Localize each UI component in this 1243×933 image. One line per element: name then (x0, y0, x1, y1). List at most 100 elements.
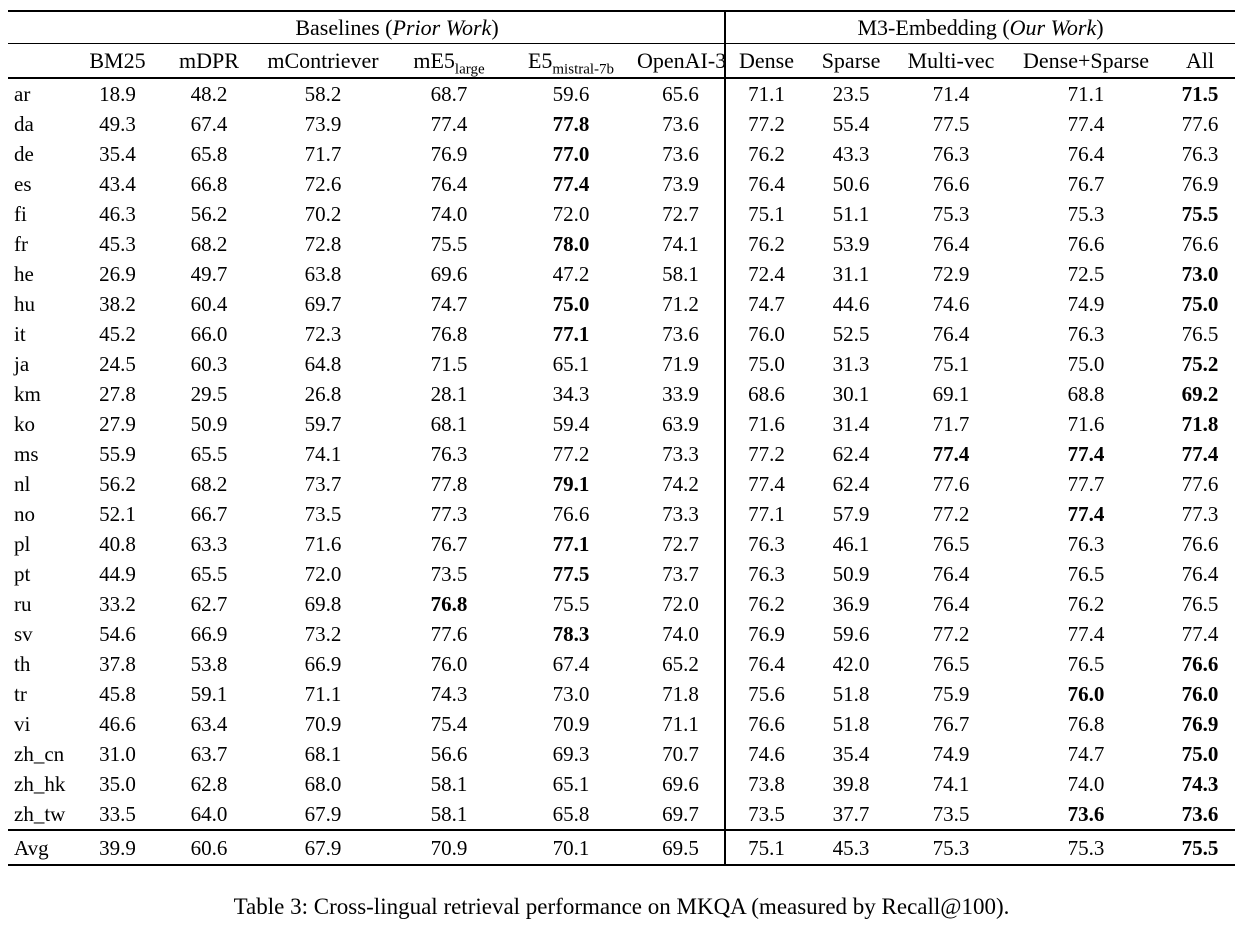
table-row-he: he 26.9 49.7 63.8 69.6 47.2 58.1 72.4 31.1 72.9 72… (8, 259, 1235, 289)
value-cell: 76.5 (932, 532, 970, 556)
value-cell: 65.6 (662, 82, 699, 106)
column-header-row: BM25 mDPR mContriever mE5large E5mistral-7b O… (8, 43, 1236, 79)
value-cell: 69.7 (662, 802, 699, 826)
value-cell: 65.5 (190, 562, 228, 586)
value-cell: 76.3 (932, 142, 970, 166)
group-header-row: Baselines (Prior Work) M3-Embedding (Our… (8, 11, 1236, 44)
table-row-km: km 27.8 29.5 26.8 28.1 34.3 33.9 68.6 30.1 69.1 68… (8, 379, 1235, 409)
value-cell: 76.6 (1181, 532, 1219, 556)
value-cell: 31.0 (99, 742, 136, 766)
value-cell: 73.0 (1181, 262, 1219, 286)
table-body: ar 18.9 48.2 58.2 68.7 59.6 65.6 71.1 23.5 71.4 71… (8, 78, 1235, 830)
value-cell: 75.2 (1181, 352, 1219, 376)
table-row-pl: pl 40.8 63.3 71.6 76.7 77.1 72.7 76.3 46.1 76.5 76… (8, 529, 1235, 559)
value-cell: 46.1 (832, 532, 870, 556)
value-cell: 50.6 (832, 172, 870, 196)
value-cell: 43.4 (99, 172, 136, 196)
value-cell: 79.1 (552, 472, 590, 496)
value-cell: 76.8 (1067, 712, 1105, 736)
table-row-hu: hu 38.2 60.4 69.7 74.7 75.0 71.2 74.7 44.6 74.6 74… (8, 289, 1235, 319)
value-cell: 75.0 (1181, 742, 1219, 766)
column-header-e5mistral-7b: E5mistral-7b (505, 43, 637, 79)
value-cell: 27.9 (99, 412, 136, 436)
value-cell: 71.9 (662, 352, 699, 376)
value-cell: 67.4 (190, 112, 228, 136)
value-cell: 76.5 (932, 652, 970, 676)
value-cell: 71.1 (662, 712, 699, 736)
value-cell: 76.2 (724, 589, 808, 619)
value-cell: 76.6 (1067, 232, 1105, 256)
value-cell: 70.9 (304, 712, 342, 736)
value-cell: 77.3 (430, 502, 468, 526)
value-cell: 29.5 (190, 382, 228, 406)
value-cell: 76.6 (1181, 232, 1219, 256)
value-cell: 55.4 (832, 112, 870, 136)
value-cell: 74.1 (662, 232, 699, 256)
value-cell: 68.2 (190, 232, 228, 256)
value-cell: 60.3 (190, 352, 228, 376)
language-cell: vi (14, 712, 31, 736)
value-cell: 67.9 (253, 829, 393, 865)
value-cell: 76.7 (932, 712, 970, 736)
value-cell: 76.0 (1181, 682, 1219, 706)
value-cell: 56.6 (430, 742, 468, 766)
value-cell: 76.7 (1067, 172, 1105, 196)
value-cell: 77.4 (1067, 112, 1105, 136)
value-cell: 73.5 (430, 562, 468, 586)
value-cell: 71.1 (1067, 82, 1105, 106)
value-cell: 76.3 (724, 559, 808, 589)
value-cell: 75.3 (1007, 829, 1166, 865)
value-cell: 65.8 (552, 802, 590, 826)
value-cell: 65.8 (190, 142, 228, 166)
table-row-vi: vi 46.6 63.4 70.9 75.4 70.9 71.1 76.6 51.8 76.7 76… (8, 709, 1235, 739)
table-row-zh_tw: zh_tw 33.5 64.0 67.9 58.1 65.8 69.7 73.5 37.7 73.… (8, 799, 1235, 830)
value-cell: 58.1 (430, 802, 468, 826)
value-cell: 45.3 (99, 232, 136, 256)
value-cell: 47.2 (552, 262, 590, 286)
value-cell: 73.2 (304, 622, 342, 646)
value-cell: 77.4 (1181, 442, 1219, 466)
value-cell: 34.3 (552, 382, 590, 406)
value-cell: 75.1 (932, 352, 970, 376)
value-cell: 58.1 (430, 772, 468, 796)
value-cell: 76.3 (1067, 322, 1105, 346)
value-cell: 78.0 (552, 232, 590, 256)
value-cell: 76.2 (1067, 592, 1105, 616)
value-cell: 77.4 (1067, 442, 1105, 466)
value-cell: 31.3 (832, 352, 870, 376)
value-cell: 77.0 (552, 142, 590, 166)
value-cell: 68.7 (430, 82, 468, 106)
value-cell: 63.4 (190, 712, 228, 736)
value-cell: 70.7 (662, 742, 699, 766)
column-header-bm25: BM25 (70, 43, 165, 79)
column-header-subscript: mistral-7b (552, 60, 615, 77)
value-cell: 71.6 (1067, 412, 1105, 436)
table-row-fi: fi 46.3 56.2 70.2 74.0 72.0 72.7 75.1 51.1 75.3 75… (8, 199, 1235, 229)
value-cell: 73.8 (724, 769, 808, 799)
value-cell: 66.7 (190, 502, 228, 526)
value-cell: 77.6 (1181, 112, 1219, 136)
value-cell: 72.4 (724, 259, 808, 289)
value-cell: 63.9 (662, 412, 699, 436)
value-cell: 67.9 (304, 802, 342, 826)
column-header-sparse: Sparse (807, 43, 896, 79)
value-cell: 53.8 (190, 652, 228, 676)
table-row-fr: fr 45.3 68.2 72.8 75.5 78.0 74.1 76.2 53.9 76.4 76… (8, 229, 1235, 259)
value-cell: 69.1 (932, 382, 970, 406)
value-cell: 76.6 (1181, 652, 1219, 676)
value-cell: 73.5 (304, 502, 342, 526)
value-cell: 45.3 (807, 829, 896, 865)
value-cell: 76.4 (724, 169, 808, 199)
language-cell: de (14, 142, 34, 166)
table-row-tr: tr 45.8 59.1 71.1 74.3 73.0 71.8 75.6 51.8 75.9 76… (8, 679, 1235, 709)
value-cell: 75.0 (552, 292, 590, 316)
value-cell: 63.3 (190, 532, 228, 556)
value-cell: 76.9 (1181, 712, 1219, 736)
group-label-text: Baselines ( (295, 14, 393, 40)
column-header-me5large: mE5large (393, 43, 505, 79)
value-cell: 56.2 (190, 202, 228, 226)
language-cell: ms (14, 442, 39, 466)
language-cell: fi (14, 202, 27, 226)
value-cell: 59.6 (832, 622, 870, 646)
table-row-ko: ko 27.9 50.9 59.7 68.1 59.4 63.9 71.6 31.4 71.7 71… (8, 409, 1235, 439)
